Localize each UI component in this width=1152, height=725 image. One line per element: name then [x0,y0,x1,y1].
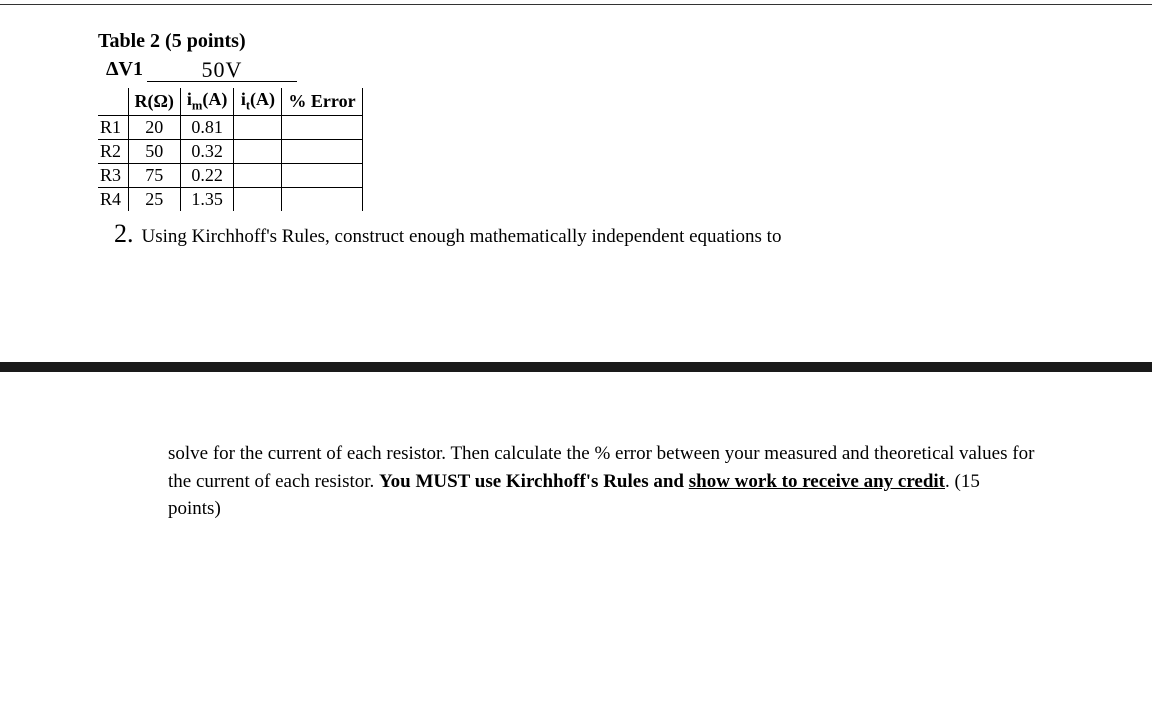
row-label: R3 [98,163,128,187]
cell-r: 75 [128,163,180,187]
page-gap-bar [0,362,1152,372]
table-row: R3 75 0.22 [98,163,362,187]
delta-v-blank: 50V [147,55,297,82]
table-row: R1 20 0.81 [98,115,362,139]
table-row: R2 50 0.32 [98,139,362,163]
header-im-sub: m [192,99,203,113]
header-it-post: (A) [250,89,275,109]
data-table: R(Ω) im(A) it(A) % Error R1 20 0.81 R2 5… [98,88,363,211]
cell-r: 20 [128,115,180,139]
cell-r: 50 [128,139,180,163]
delta-v-value: 50V [202,57,243,82]
cell-err [282,139,362,163]
cell-err [282,115,362,139]
cell-it [234,163,282,187]
cell-it [234,187,282,211]
row-label: R4 [98,187,128,211]
table-row: R4 25 1.35 [98,187,362,211]
header-resistance: R(Ω) [128,88,180,115]
cell-it [234,115,282,139]
header-im: im(A) [180,88,234,115]
question-2-start: 2. Using Kirchhoff's Rules, construct en… [114,219,1092,249]
delta-v-row: ΔV1 50V [106,55,1092,82]
cell-it [234,139,282,163]
cell-im: 0.81 [180,115,234,139]
header-im-post: (A) [202,89,227,109]
row-label: R1 [98,115,128,139]
header-error: % Error [282,88,362,115]
delta-v-label: ΔV1 [106,58,143,81]
question-number: 2. [114,219,134,249]
table-header-row: R(Ω) im(A) it(A) % Error [98,88,362,115]
page-top-rule [0,4,1152,5]
cell-err [282,163,362,187]
table-title: Table 2 (5 points) [98,30,1092,53]
header-it: it(A) [234,88,282,115]
question-bold1: You MUST use Kirchhoff's Rules and [379,471,689,492]
header-blank [98,88,128,115]
question-bold-underline: show work to receive any credit [689,471,945,492]
cell-r: 25 [128,187,180,211]
question-line1: Using Kirchhoff's Rules, construct enoug… [142,226,782,248]
cell-im: 1.35 [180,187,234,211]
lower-content: solve for the current of each resistor. … [168,440,1037,523]
cell-im: 0.22 [180,163,234,187]
row-label: R2 [98,139,128,163]
cell-err [282,187,362,211]
upper-content: Table 2 (5 points) ΔV1 50V R(Ω) im(A) it… [98,30,1092,249]
cell-im: 0.32 [180,139,234,163]
